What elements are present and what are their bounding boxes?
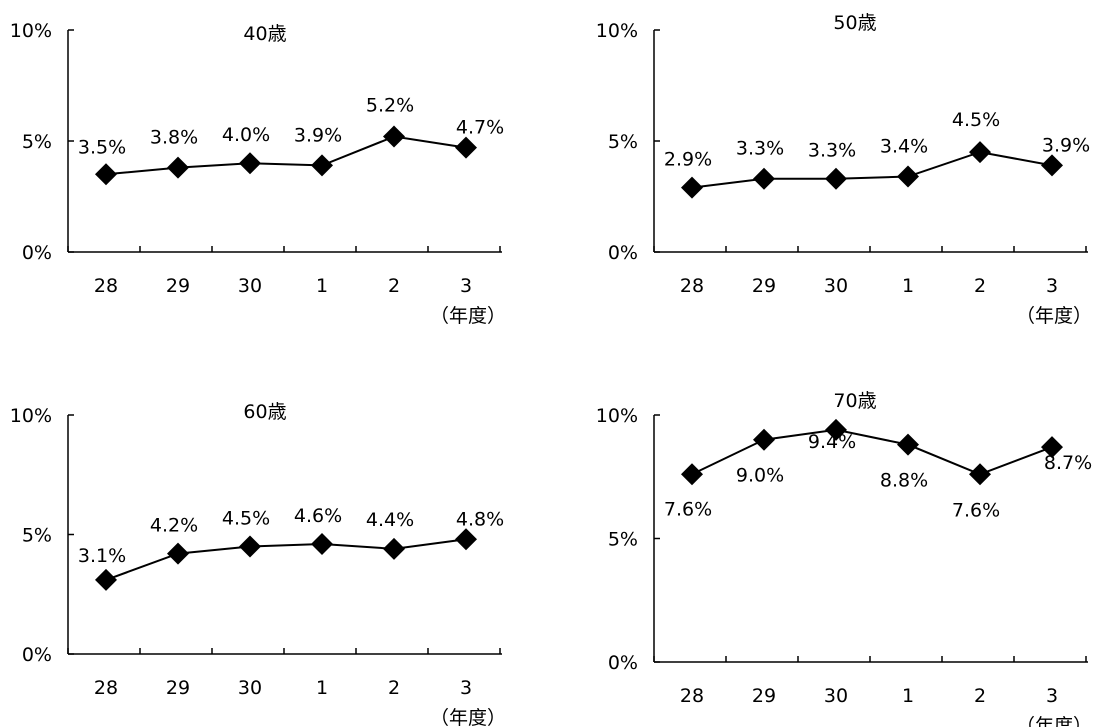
chart-2-y-tick-label: 5%	[608, 131, 638, 153]
chart-3-series-line	[105, 538, 467, 581]
chart-1-y-tick-label: 0%	[22, 242, 52, 264]
chart-2-y-tick-label: 0%	[608, 242, 638, 264]
chart-3-data-point-marker	[383, 537, 405, 560]
chart-1-y-tick-label: 5%	[22, 131, 52, 153]
chart-2-data-label: 4.5%	[952, 109, 1000, 131]
chart-3-data-point-marker	[239, 535, 261, 558]
chart-1-x-tick-label: 29	[166, 275, 190, 297]
chart-4-y-tick-label: 0%	[608, 652, 638, 674]
chart-1-x-tick-label: 28	[94, 275, 118, 297]
chart-4-data-point-marker	[681, 463, 703, 486]
chart-3-data-label: 3.1%	[78, 545, 126, 567]
chart-3-x-tick-label: 1	[316, 677, 328, 699]
chart-1-data-point-marker	[455, 136, 477, 159]
chart-1-x-unit-label: （年度）	[430, 305, 506, 327]
chart-2-data-point-marker	[969, 141, 991, 164]
chart-2-x-tick-label: 30	[824, 275, 848, 297]
chart-1-data-point-marker	[383, 125, 405, 148]
chart-1-y-tick-label: 10%	[10, 20, 52, 42]
chart-4-data-point-marker	[753, 428, 775, 451]
chart-4-data-label: 8.8%	[880, 470, 928, 492]
chart-2-data-point-marker	[825, 167, 847, 190]
chart-4-data-label: 8.7%	[1044, 452, 1092, 474]
chart-1-data-label: 3.5%	[78, 136, 126, 158]
chart-2-series-line	[691, 151, 1053, 189]
chart-1-x-tick-label: 3	[460, 275, 472, 297]
chart-2-x-tick-label: 1	[902, 275, 914, 297]
chart-1-data-point-marker	[311, 154, 333, 177]
chart-1-data-point-marker	[167, 156, 189, 179]
chart-3-data-label: 4.2%	[150, 515, 198, 537]
chart-4-x-unit-label: （年度）	[1016, 715, 1092, 727]
chart-1-title: 40歳	[243, 23, 286, 45]
chart-2-data-label: 3.3%	[736, 138, 784, 160]
chart-4-data-label: 9.4%	[808, 431, 856, 453]
chart-2-data-point-marker	[753, 167, 775, 190]
chart-3-x-tick-label: 28	[94, 677, 118, 699]
chart-4-data-point-marker	[825, 418, 847, 441]
chart-2-data-point-marker	[897, 165, 919, 188]
chart-3-data-point-marker	[95, 568, 117, 591]
chart-3-x-tick-label: 30	[238, 677, 262, 699]
chart-2-x-unit-label: （年度）	[1016, 305, 1092, 327]
chart-1-data-label: 3.9%	[294, 124, 342, 146]
chart-3-x-unit-label: （年度）	[430, 707, 506, 727]
chart-1-x-tick-label: 1	[316, 275, 328, 297]
chart-4-x-tick-label: 1	[902, 685, 914, 707]
chart-1-series-line	[105, 135, 467, 176]
chart-2-x-tick-label: 28	[680, 275, 704, 297]
chart-3-x-tick-label: 2	[388, 677, 400, 699]
chart-3-data-point-marker	[311, 533, 333, 556]
chart-3-y-tick-label: 10%	[10, 405, 52, 427]
chart-1-x-tick-label: 2	[388, 275, 400, 297]
chart-3-data-label: 4.4%	[366, 509, 414, 531]
chart-4-series-line	[691, 428, 1053, 476]
chart-4-title: 70歳	[833, 390, 876, 412]
chart-1-data-label: 4.0%	[222, 124, 270, 146]
chart-1-data-label: 4.7%	[456, 117, 504, 139]
chart-2-data-label: 3.3%	[808, 140, 856, 162]
chart-4-data-point-marker	[1041, 436, 1063, 459]
chart-3-data-label: 4.6%	[294, 505, 342, 527]
chart-4-x-tick-label: 3	[1046, 685, 1058, 707]
chart-1-data-label: 5.2%	[366, 95, 414, 117]
chart-2-x-tick-label: 2	[974, 275, 986, 297]
chart-2-data-label: 3.4%	[880, 136, 928, 158]
chart-2-data-point-marker	[1041, 154, 1063, 177]
chart-2-data-point-marker	[681, 176, 703, 199]
chart-3-data-label: 4.8%	[456, 508, 504, 530]
chart-4-data-label: 9.0%	[736, 465, 784, 487]
chart-4-data-label: 7.6%	[952, 499, 1000, 521]
chart-3-x-tick-label: 29	[166, 677, 190, 699]
chart-3-title: 60歳	[243, 401, 286, 423]
chart-4-x-tick-label: 30	[824, 685, 848, 707]
chart-4-data-label: 7.6%	[664, 498, 712, 520]
chart-1-data-point-marker	[239, 152, 261, 175]
chart-2-x-tick-label: 29	[752, 275, 776, 297]
chart-3-data-point-marker	[455, 528, 477, 551]
chart-3-data-label: 4.5%	[222, 507, 270, 529]
chart-1-x-tick-label: 30	[238, 275, 262, 297]
chart-4-x-tick-label: 28	[680, 685, 704, 707]
chart-3-y-tick-label: 0%	[22, 644, 52, 666]
chart-1-data-label: 3.8%	[150, 127, 198, 149]
chart-1-data-point-marker	[95, 163, 117, 186]
chart-4-y-tick-label: 10%	[596, 405, 638, 427]
chart-4-data-point-marker	[897, 433, 919, 456]
chart-2-y-tick-label: 10%	[596, 20, 638, 42]
chart-3-y-tick-label: 5%	[22, 525, 52, 547]
chart-2-title: 50歳	[833, 12, 876, 34]
chart-4-data-point-marker	[969, 463, 991, 486]
chart-4-x-tick-label: 29	[752, 685, 776, 707]
chart-4-x-tick-label: 2	[974, 685, 986, 707]
chart-3-x-tick-label: 3	[460, 677, 472, 699]
chart-4-y-tick-label: 5%	[608, 529, 638, 551]
chart-3-data-point-marker	[167, 542, 189, 565]
chart-2-data-label: 3.9%	[1042, 134, 1090, 156]
chart-2-data-label: 2.9%	[664, 149, 712, 171]
chart-2-x-tick-label: 3	[1046, 275, 1058, 297]
